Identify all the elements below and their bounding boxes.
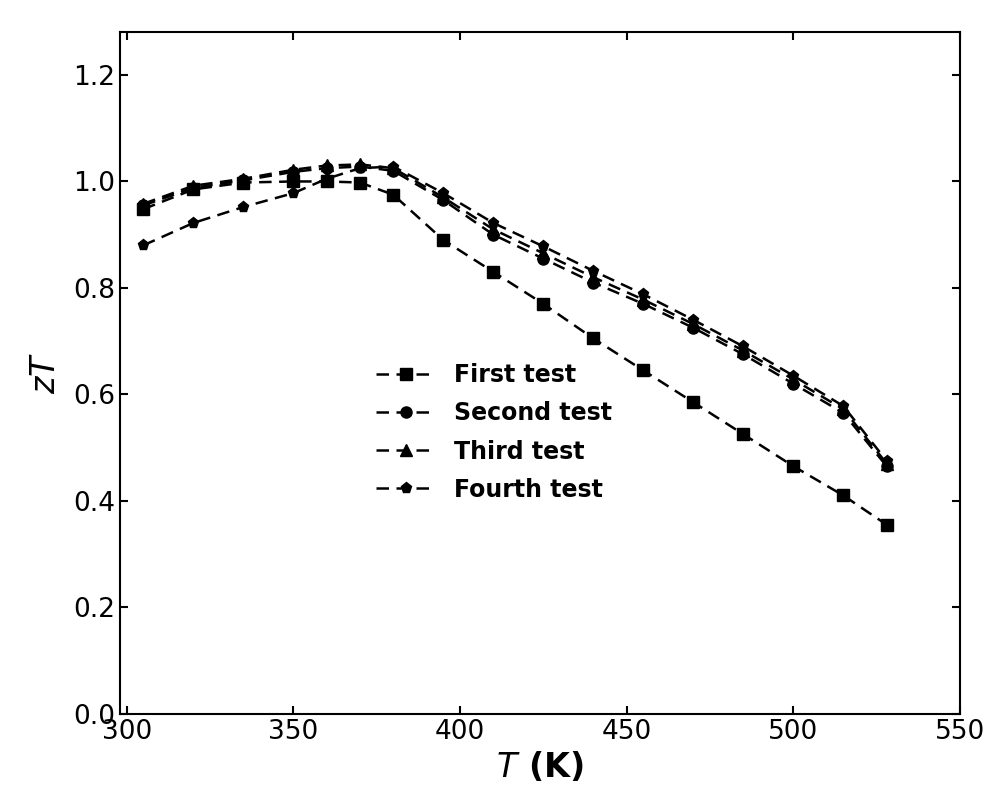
Third test (387, 163, 399, 173)
First test (687, 397, 699, 407)
First test (537, 299, 549, 309)
Fourth test (354, 163, 366, 173)
Second test (537, 254, 549, 264)
First test (137, 204, 149, 214)
Third test (537, 248, 549, 258)
Third test (237, 174, 249, 183)
Fourth test (537, 242, 549, 251)
Third test (837, 405, 849, 414)
First test (187, 185, 199, 195)
First test (487, 267, 499, 277)
X-axis label: $\mathit{T}$ (K): $\mathit{T}$ (K) (496, 750, 584, 784)
Line: First test: First test (138, 176, 892, 530)
Fourth test (487, 218, 499, 228)
Second test (321, 163, 333, 173)
First test (287, 177, 299, 187)
Third test (437, 192, 449, 202)
Second test (587, 277, 599, 287)
First test (321, 177, 333, 187)
Third test (354, 160, 366, 169)
Fourth test (637, 290, 649, 299)
Second test (354, 161, 366, 171)
First test (837, 491, 849, 500)
Third test (487, 225, 499, 234)
Fourth test (237, 202, 249, 212)
First test (881, 520, 893, 530)
Second test (187, 183, 199, 193)
Second test (637, 299, 649, 309)
Legend: First test, Second test, Third test, Fourth test: First test, Second test, Third test, Fou… (367, 354, 622, 511)
Second test (237, 175, 249, 185)
Third test (137, 199, 149, 208)
Fourth test (737, 341, 749, 351)
Third test (187, 181, 199, 191)
Second test (837, 408, 849, 418)
Third test (881, 459, 893, 469)
Second test (387, 166, 399, 176)
Y-axis label: $\mathit{zT}$: $\mathit{zT}$ (29, 352, 62, 394)
Second test (881, 461, 893, 471)
Fourth test (837, 401, 849, 411)
Fourth test (881, 456, 893, 466)
Fourth test (137, 240, 149, 250)
Third test (287, 165, 299, 174)
Third test (321, 161, 333, 170)
First test (387, 190, 399, 200)
Second test (137, 200, 149, 210)
First test (437, 235, 449, 245)
First test (737, 429, 749, 439)
First test (587, 333, 599, 343)
Fourth test (387, 161, 399, 171)
First test (237, 178, 249, 187)
Second test (787, 379, 799, 388)
Fourth test (687, 315, 699, 324)
Fourth test (587, 266, 599, 276)
First test (354, 178, 366, 187)
First test (637, 366, 649, 375)
Fourth test (321, 174, 333, 183)
Line: Fourth test: Fourth test (138, 161, 892, 466)
Second test (487, 230, 499, 239)
Fourth test (187, 218, 199, 228)
Second test (287, 167, 299, 177)
Line: Third test: Third test (138, 159, 892, 469)
First test (787, 461, 799, 471)
Third test (787, 375, 799, 384)
Fourth test (287, 188, 299, 198)
Second test (737, 350, 749, 359)
Fourth test (437, 188, 449, 198)
Fourth test (787, 371, 799, 380)
Third test (737, 345, 749, 355)
Third test (587, 272, 599, 282)
Second test (437, 195, 449, 205)
Third test (637, 294, 649, 304)
Line: Second test: Second test (138, 161, 892, 472)
Second test (687, 323, 699, 333)
Third test (687, 320, 699, 329)
